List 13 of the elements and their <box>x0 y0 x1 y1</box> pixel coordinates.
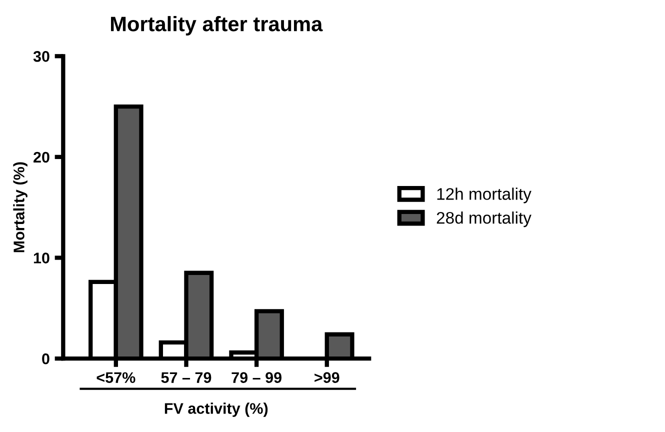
y-axis-title: Mortality (%) <box>13 162 28 252</box>
legend-label: 28d mortality <box>436 212 532 228</box>
legend-label: 12h mortality <box>437 188 532 204</box>
chart-title: Mortality after trauma <box>111 16 323 36</box>
x-axis-title: FV activity (%) <box>164 402 268 417</box>
y-tick-label: 20 <box>34 152 50 163</box>
x-tick-label: >99 <box>314 372 340 383</box>
x-tick-label: 79 – 99 <box>232 372 282 383</box>
x-tick-label: <57% <box>96 372 136 383</box>
y-tick-label: 10 <box>34 252 50 264</box>
y-tick-label: 0 <box>42 353 50 364</box>
x-tick-label: 57 – 79 <box>161 372 212 383</box>
y-tick-label: 30 <box>33 51 50 62</box>
